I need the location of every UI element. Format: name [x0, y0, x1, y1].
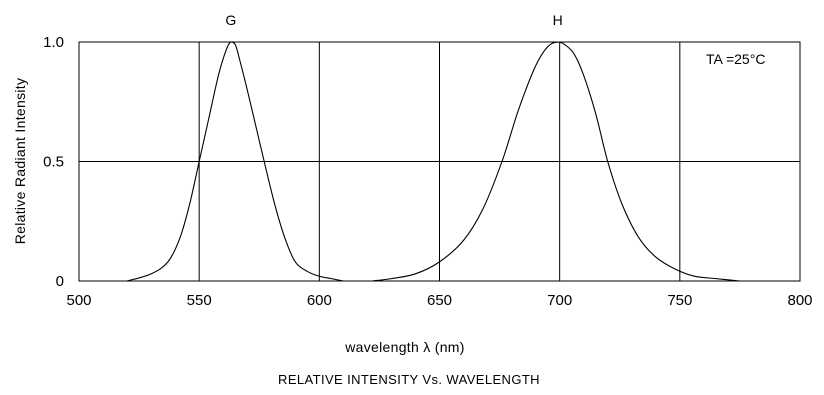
- peak-label-h: H: [553, 12, 563, 28]
- x-axis-label: wavelength λ (nm): [344, 339, 464, 355]
- x-tick-label: 550: [187, 292, 212, 309]
- x-tick-label: 650: [427, 292, 452, 309]
- x-tick-label: 600: [307, 292, 332, 309]
- grid: [79, 42, 800, 281]
- temperature-annotation: TA =25°C: [706, 51, 765, 67]
- y-axis-label: Relative Radiant Intensity: [12, 78, 28, 245]
- peak-label-g: G: [225, 12, 236, 28]
- x-tick-label: 500: [66, 292, 91, 309]
- series-line-h: [372, 41, 740, 282]
- plot-frame: [78, 41, 801, 282]
- tick-labels: 500 550 600 650 700 750 800 0 0.5 1.0: [43, 34, 812, 309]
- y-tick-label: 0: [56, 273, 64, 290]
- x-tick-label: 700: [547, 292, 572, 309]
- series-line-g: [126, 41, 344, 282]
- y-tick-label: 1.0: [43, 34, 64, 51]
- chart-title: RELATIVE INTENSITY Vs. WAVELENGTH: [278, 372, 540, 387]
- x-tick-label: 800: [787, 292, 812, 309]
- x-tick-label: 750: [667, 292, 692, 309]
- series-layer: [126, 41, 740, 282]
- plot-border: [78, 41, 801, 282]
- y-tick-label: 0.5: [43, 154, 64, 171]
